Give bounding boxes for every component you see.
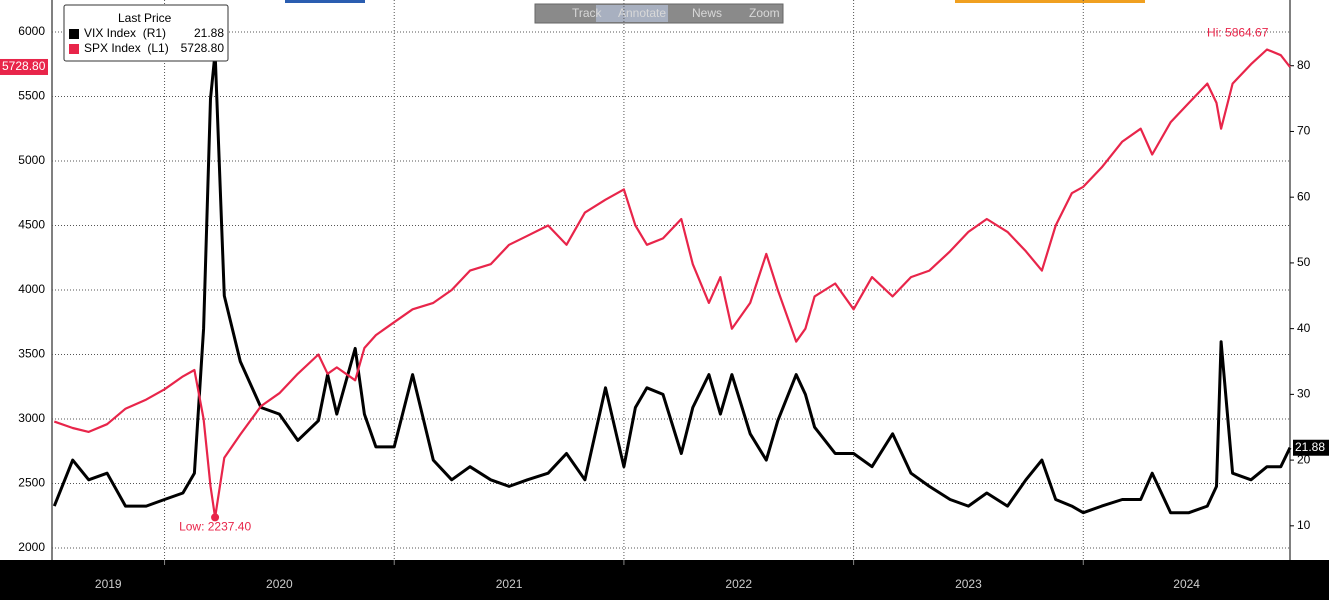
y2-tick-label: 50: [1297, 255, 1311, 269]
y-tick-label: 2000: [18, 540, 45, 554]
y-tick-label: 5500: [18, 89, 45, 103]
x-tick-label: 2020: [266, 577, 293, 591]
legend-value: 21.88: [194, 26, 224, 40]
x-axis-band: [0, 560, 1329, 600]
annotation: Low: 2237.40: [179, 520, 251, 534]
y-tick-label: 4000: [18, 282, 45, 296]
toolbar-button[interactable]: Zoom: [749, 6, 780, 20]
legend-box: [63, 4, 229, 62]
y-tick-label: 2500: [18, 476, 45, 490]
y2-tick-label: 60: [1297, 189, 1311, 203]
y-tick-label: 6000: [18, 24, 45, 38]
series-line: [52, 51, 1292, 515]
x-tick-label: 2019: [95, 577, 122, 591]
left-axis-area: [0, 0, 52, 560]
right-axis-area: [1290, 0, 1329, 560]
x-tick-label: 2024: [1173, 577, 1200, 591]
y-tick-label: 4500: [18, 218, 45, 232]
last-value-badge: [1293, 439, 1329, 456]
legend-label: SPX Index (L1): [84, 41, 169, 55]
toolbar-active: [596, 5, 668, 22]
last-value-label: 5728.80: [2, 59, 46, 73]
last-value-badge: [0, 58, 48, 75]
last-value-label: 21.88: [1295, 440, 1325, 454]
toolbar-button[interactable]: Track: [572, 6, 603, 20]
low-marker: [211, 513, 220, 522]
top-tab: [285, 0, 365, 3]
toolbar: Track Annotate News Zoom: [534, 3, 784, 24]
legend-title: Last Price: [118, 11, 172, 25]
legend-value: 5728.80: [181, 41, 225, 55]
plot-area: [52, 0, 1290, 560]
toolbar-button[interactable]: News: [692, 6, 722, 20]
y2-tick-label: 70: [1297, 124, 1311, 138]
y2-tick-label: 20: [1297, 452, 1311, 466]
legend-swatch: [69, 29, 79, 39]
x-tick-label: 2021: [496, 577, 523, 591]
legend-swatch: [69, 44, 79, 54]
y-tick-label: 3500: [18, 347, 45, 361]
y2-tick-label: 10: [1297, 518, 1311, 532]
toolbar-button[interactable]: Annotate: [618, 6, 666, 20]
y-tick-label: 3000: [18, 411, 45, 425]
annotation: Hi: 5864.67: [1207, 26, 1269, 40]
x-tick-label: 2023: [955, 577, 982, 591]
y2-tick-label: 80: [1297, 58, 1311, 72]
y2-tick-label: 30: [1297, 387, 1311, 401]
top-tab: [955, 0, 1145, 3]
y2-tick-label: 40: [1297, 321, 1311, 335]
y-tick-label: 5000: [18, 153, 45, 167]
legend: Last Price VIX Index (R1) 21.88 SPX Index …: [63, 4, 229, 62]
x-tick-label: 2022: [725, 577, 752, 591]
series-line: [53, 48, 1291, 519]
legend-label: VIX Index (R1): [84, 26, 166, 40]
